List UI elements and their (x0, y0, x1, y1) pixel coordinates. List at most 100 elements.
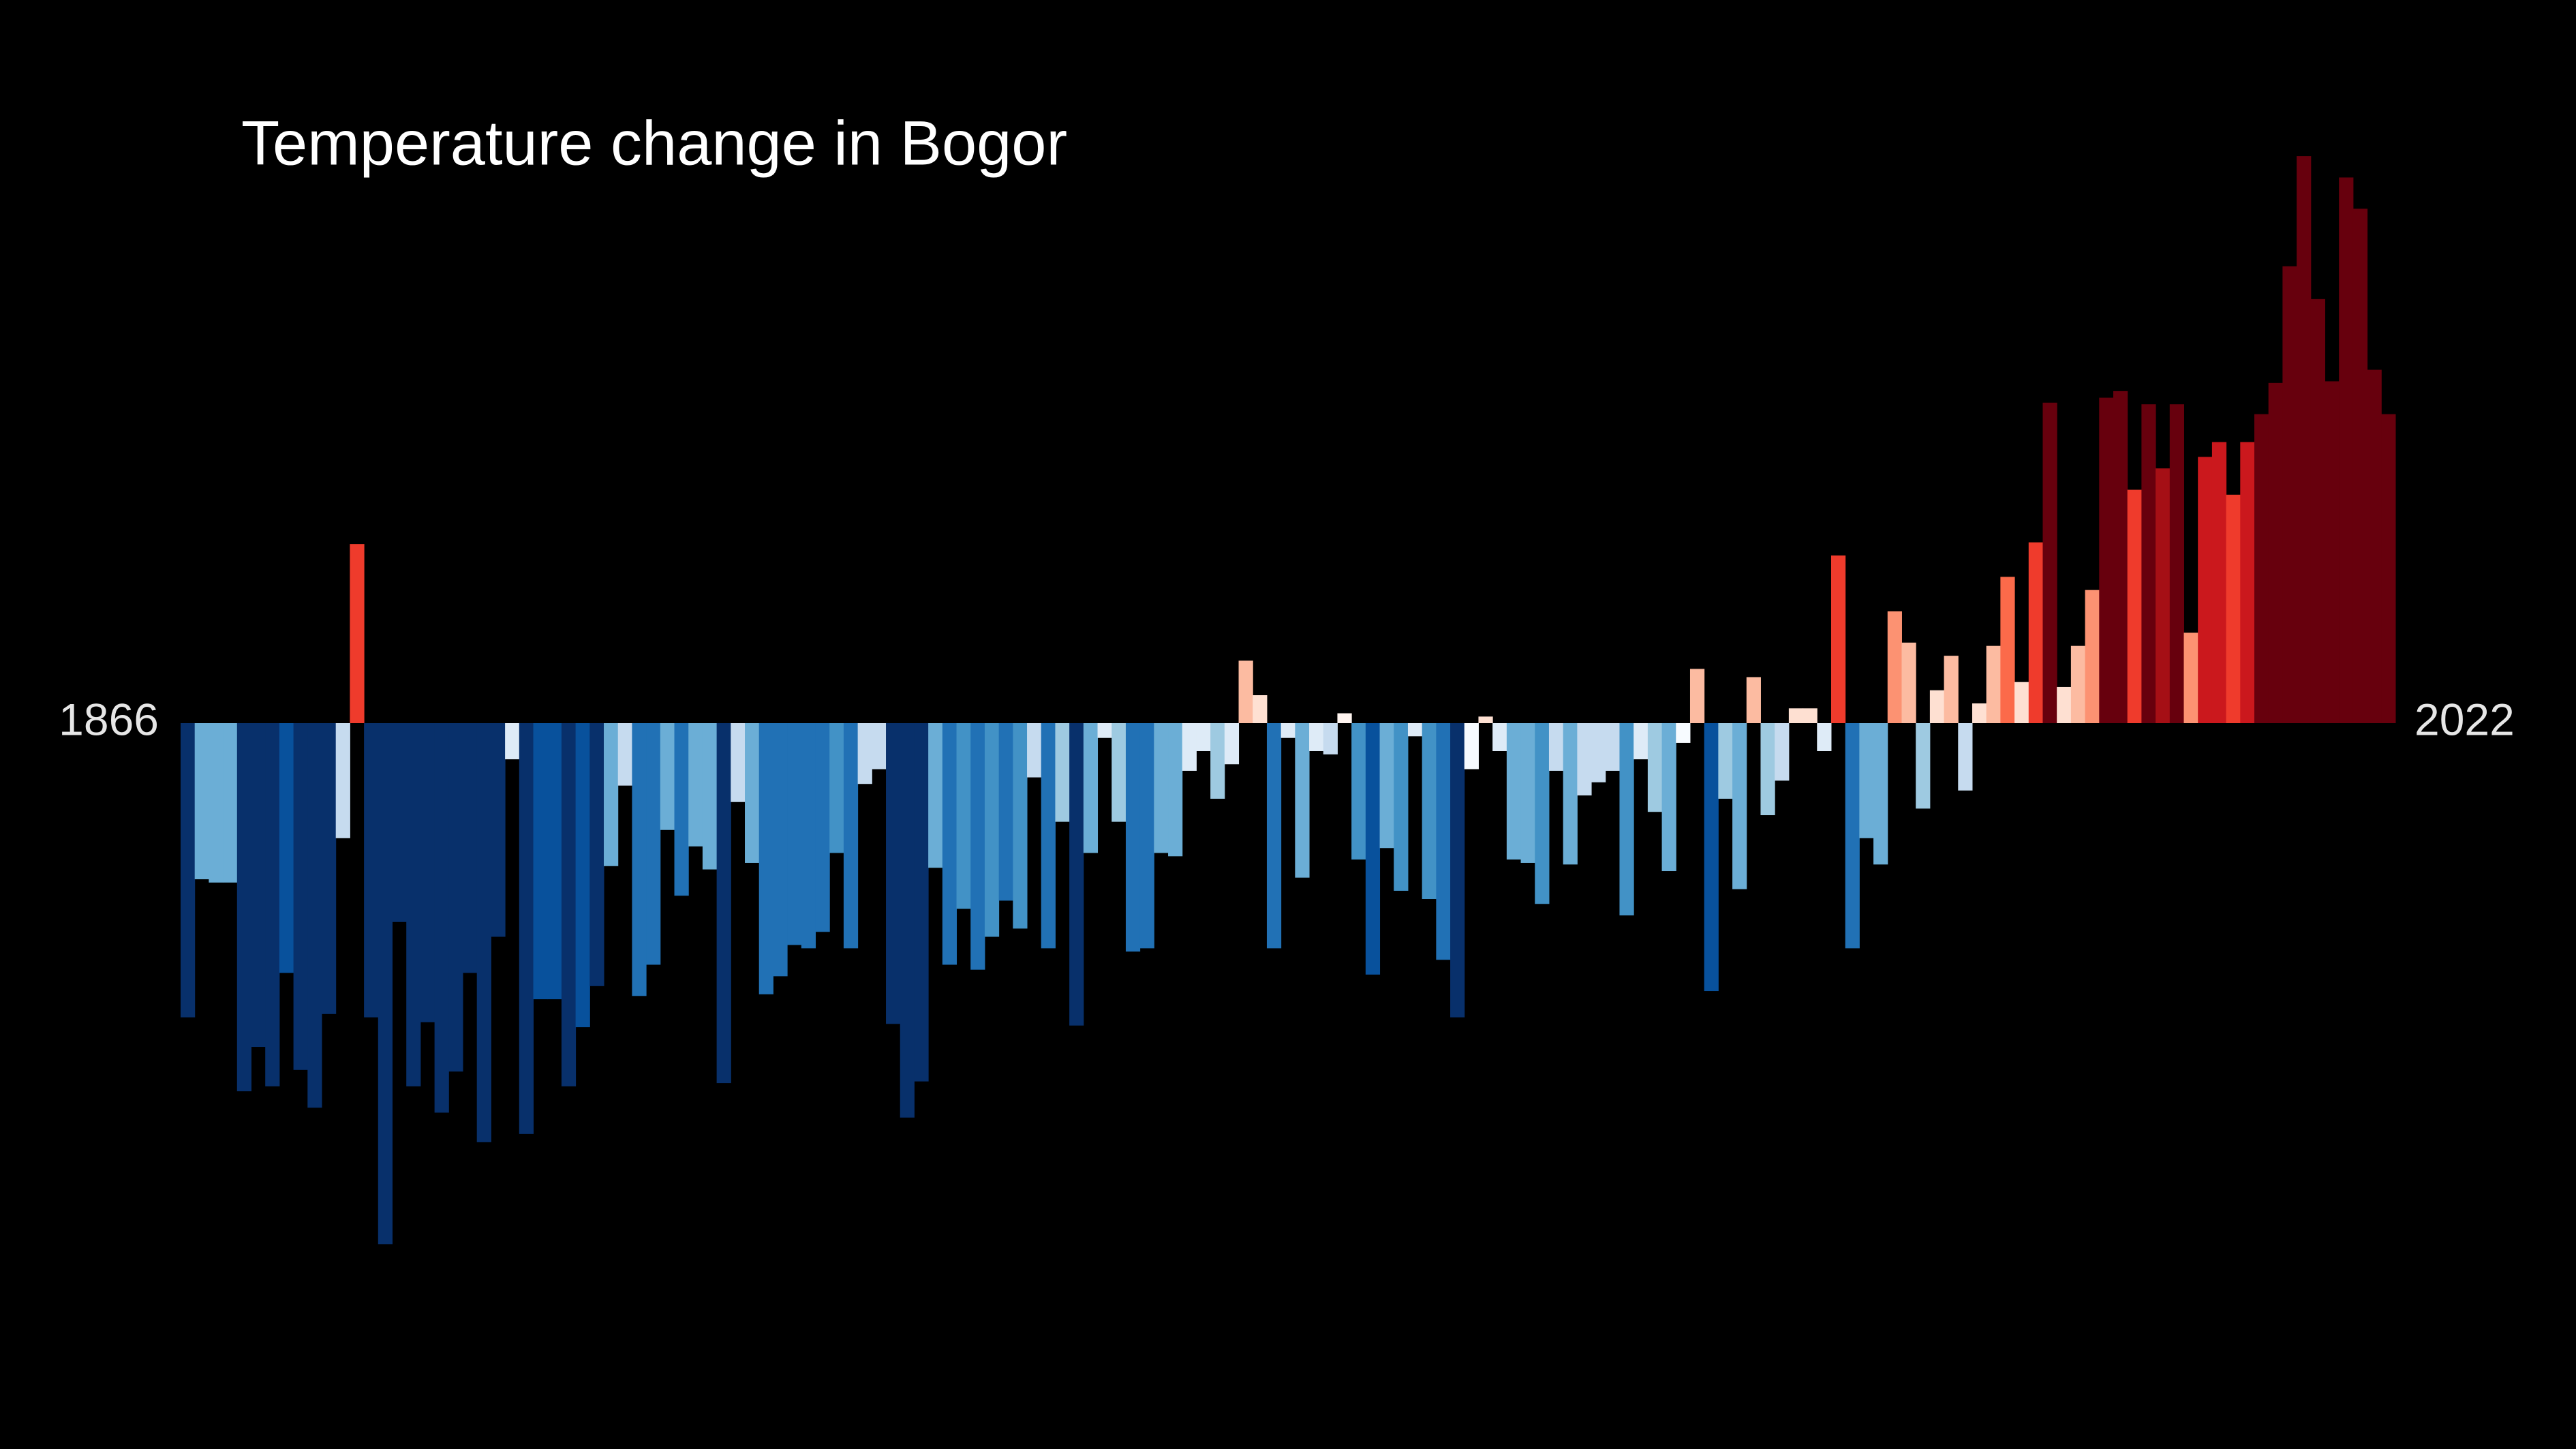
bar (350, 544, 365, 723)
bar (505, 723, 520, 760)
bar (2367, 369, 2382, 723)
bar (716, 723, 731, 1084)
bar (1295, 723, 1310, 878)
bar (1760, 723, 1775, 816)
bar (1210, 723, 1225, 799)
bar (2381, 414, 2396, 723)
bar (2070, 645, 2086, 723)
bar (181, 723, 196, 1018)
bar (1238, 660, 1253, 723)
bar (1619, 723, 1634, 916)
bar (265, 723, 280, 1086)
bar (1111, 723, 1126, 822)
bar (406, 723, 421, 1086)
bar (1535, 723, 1550, 904)
bar (773, 723, 788, 977)
bar (1661, 723, 1676, 872)
bar (2282, 266, 2297, 724)
bar (2254, 414, 2269, 723)
x-tick-label: 1866 (59, 694, 159, 744)
bar (1323, 723, 1338, 754)
bar (251, 723, 266, 1048)
bar (914, 723, 929, 1082)
bar (2198, 457, 2213, 723)
bar (1266, 723, 1282, 949)
bar (491, 723, 506, 937)
bar (1916, 723, 1931, 809)
bar (2057, 686, 2072, 723)
bar (1647, 723, 1663, 812)
bar (575, 723, 590, 1028)
bar (984, 723, 1000, 937)
bar (2297, 156, 2312, 724)
bar (829, 723, 844, 853)
bar (2226, 494, 2241, 723)
bar (2325, 381, 2340, 723)
bar (1887, 611, 1902, 723)
bar (420, 723, 435, 1022)
bar (589, 723, 604, 986)
bar (2085, 590, 2100, 723)
bar (1986, 645, 2001, 723)
bar (1464, 723, 1479, 769)
bar (900, 723, 915, 1118)
bar (1803, 708, 1818, 723)
bar (1563, 723, 1578, 865)
bar (1746, 677, 1761, 723)
bar (1634, 723, 1649, 760)
bar (1548, 723, 1564, 771)
bar (1958, 723, 1973, 791)
bar (886, 723, 901, 1024)
bar (236, 723, 252, 1092)
bar (1125, 723, 1141, 952)
bar (702, 723, 718, 870)
bar (533, 723, 548, 1000)
bar (547, 723, 562, 1000)
bar (758, 723, 773, 994)
bar (1422, 723, 1437, 900)
bar (1944, 656, 1959, 723)
bar (1027, 723, 1042, 778)
bar (1775, 723, 1790, 781)
bar (745, 723, 760, 863)
bar (1845, 723, 1860, 949)
bar (434, 723, 449, 1113)
bar (293, 723, 308, 1070)
bar (194, 723, 209, 880)
bar (1055, 723, 1070, 822)
bar (1676, 723, 1691, 743)
bar (307, 723, 322, 1108)
bar (1253, 695, 1268, 723)
bar (2211, 442, 2227, 723)
bar (1478, 716, 1493, 723)
bar (1097, 723, 1112, 738)
bar (2352, 209, 2368, 724)
bar (1901, 642, 1916, 723)
bar (1041, 723, 1056, 949)
bar (1365, 723, 1381, 975)
bar (1704, 723, 1719, 992)
bar (2339, 177, 2354, 724)
bar (632, 723, 647, 996)
bar (476, 723, 491, 1142)
bar (688, 723, 703, 846)
bar (378, 723, 393, 1245)
bar (2000, 577, 2015, 723)
bar (2099, 397, 2114, 723)
bar (2169, 404, 2184, 723)
bar (1817, 723, 1832, 751)
bar (1351, 723, 1366, 860)
bar (646, 723, 661, 965)
bar (392, 723, 407, 922)
bar (604, 723, 619, 866)
chart-title: Temperature change in Bogor (241, 108, 1067, 178)
bar (1718, 723, 1733, 799)
bar (1492, 723, 1507, 751)
bar (1139, 723, 1154, 949)
bar (1182, 723, 1197, 771)
bar (1506, 723, 1522, 860)
bar (1407, 723, 1423, 737)
bar (1224, 723, 1240, 765)
bar (448, 723, 463, 1072)
